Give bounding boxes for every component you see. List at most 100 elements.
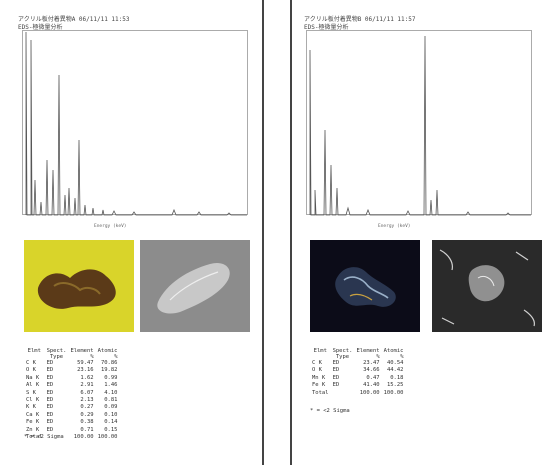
table-row: Al K ED 2.91 1.46 bbox=[24, 382, 120, 389]
cell: ED bbox=[332, 360, 340, 366]
table-row: O K ED 34.66 44.42 bbox=[310, 367, 406, 374]
cell: C K bbox=[26, 360, 36, 366]
cell: 0.29 bbox=[80, 411, 94, 418]
element-table: Elmt Spect. Type Element% Atomic% C K ED 23… bbox=[310, 348, 406, 397]
cell: 44.42 bbox=[386, 367, 404, 374]
footnote: * = <2 Sigma bbox=[24, 434, 64, 440]
table-row: Zn K ED 0.71 0.15 bbox=[24, 427, 120, 434]
cell: ED bbox=[46, 411, 54, 418]
cell: ED bbox=[332, 367, 340, 374]
cell: 0.14 bbox=[104, 419, 118, 426]
cell: ED bbox=[46, 367, 54, 374]
col-header-type: Spect. Type bbox=[332, 348, 353, 360]
cell: ED bbox=[46, 382, 54, 389]
photo-optical bbox=[24, 240, 134, 332]
col-header-elmt: Elmt bbox=[27, 348, 41, 354]
cell: 100.00 bbox=[97, 434, 118, 441]
cell: ED bbox=[46, 419, 54, 426]
cell: Fe K bbox=[26, 419, 40, 426]
report-left: アクリル板付着異物A 06/11/11 11:53 EDS-極微量分析 Ener… bbox=[0, 0, 264, 465]
cell: S K bbox=[26, 389, 36, 396]
table-row: C K ED 59.47 70.86 bbox=[24, 360, 120, 367]
cell: 1.62 bbox=[80, 374, 94, 381]
axis-label: Energy (keV) bbox=[378, 223, 411, 229]
cell: 1.46 bbox=[104, 382, 118, 389]
cell: 41.40 bbox=[363, 382, 380, 389]
cell: O K bbox=[312, 367, 322, 374]
photo-sem bbox=[140, 240, 250, 332]
cell: 100.00 bbox=[383, 389, 404, 396]
cell: 2.91 bbox=[80, 382, 94, 389]
table-row: Fe K ED 0.38 0.14 bbox=[24, 419, 120, 426]
cell: Zn K bbox=[26, 426, 40, 433]
col-header-element: Element% bbox=[356, 348, 380, 360]
cell: 0.38 bbox=[80, 419, 94, 426]
cell: ED bbox=[46, 374, 54, 381]
cell: ED bbox=[332, 374, 340, 381]
cell: Al K bbox=[26, 382, 40, 389]
table-row: O K ED 23.16 19.82 bbox=[24, 367, 120, 374]
col-header-element: Element% bbox=[70, 348, 94, 360]
cell: 0.81 bbox=[104, 397, 118, 404]
cell: 0.71 bbox=[80, 426, 94, 433]
cell: ED bbox=[46, 426, 54, 433]
cell: 0.09 bbox=[104, 404, 118, 411]
cell: ED bbox=[332, 382, 340, 389]
cell: 59.47 bbox=[77, 360, 94, 366]
cell: ED bbox=[46, 360, 54, 366]
cell: 15.25 bbox=[386, 382, 404, 389]
cell: 0.10 bbox=[104, 411, 118, 418]
table-row: Mn K ED 0.47 0.18 bbox=[310, 375, 406, 382]
table-row: C K ED 23.47 40.54 bbox=[310, 360, 406, 367]
cell: 0.15 bbox=[104, 426, 118, 433]
photo-sem-image bbox=[432, 240, 542, 332]
cell: 4.10 bbox=[104, 389, 118, 396]
table-row: Ca K ED 0.29 0.10 bbox=[24, 412, 120, 419]
cell: Ca K bbox=[26, 411, 40, 418]
cell: 23.16 bbox=[77, 367, 94, 374]
eds-spectrum-plot: Energy (keV) bbox=[306, 30, 532, 229]
photo-optical-image bbox=[24, 240, 134, 332]
cell: Mn K bbox=[312, 374, 326, 381]
report-header: アクリル板付着異物B 06/11/11 11:57 EDS-極微量分析 bbox=[304, 16, 416, 32]
axis-label: Energy (keV) bbox=[94, 223, 127, 229]
cell: Cl K bbox=[26, 397, 40, 404]
cell: 0.27 bbox=[80, 404, 94, 411]
cell: Fe K bbox=[312, 382, 326, 389]
eds-spectrum: Energy (keV) bbox=[306, 30, 532, 230]
col-header-atomic: Atomic% bbox=[383, 348, 404, 360]
report-right: アクリル板付着異物B 06/11/11 11:57 EDS-極微量分析 Ener… bbox=[290, 0, 544, 465]
cell: Total bbox=[312, 389, 329, 396]
cell: Na K bbox=[26, 374, 40, 381]
photo-optical-image bbox=[310, 240, 420, 332]
cell: K K bbox=[26, 404, 36, 411]
cell: 100.00 bbox=[359, 389, 380, 396]
photo-sem-image bbox=[140, 240, 250, 332]
cell: ED bbox=[46, 389, 54, 396]
footnote: * = <2 Sigma bbox=[310, 408, 350, 414]
cell: 40.54 bbox=[386, 360, 404, 366]
photo-sem bbox=[432, 240, 542, 332]
report-title: アクリル板付着異物A 06/11/11 11:53 bbox=[18, 16, 130, 23]
cell: 2.13 bbox=[80, 397, 94, 404]
cell: 19.82 bbox=[100, 367, 118, 374]
cell: C K bbox=[312, 360, 322, 366]
report-subtitle: EDS-極微量分析 bbox=[304, 24, 349, 31]
cell: 23.47 bbox=[363, 360, 380, 366]
table-row: K K ED 0.27 0.09 bbox=[24, 404, 120, 411]
cell: ED bbox=[46, 404, 54, 411]
report-title: アクリル板付着異物B 06/11/11 11:57 bbox=[304, 16, 416, 23]
col-header-type: Spect. Type bbox=[46, 348, 67, 360]
table-row: Na K ED 1.62 0.99 bbox=[24, 375, 120, 382]
photo-optical bbox=[310, 240, 420, 332]
cell: Total bbox=[26, 434, 43, 441]
report-subtitle: EDS-極微量分析 bbox=[18, 24, 63, 31]
cell: O K bbox=[26, 367, 36, 374]
eds-spectrum-plot: Energy (keV) bbox=[22, 30, 248, 229]
cell: 70.86 bbox=[100, 360, 118, 366]
table-row: S K ED 6.07 4.10 bbox=[24, 390, 120, 397]
cell: 34.66 bbox=[363, 367, 380, 374]
table-row: Cl K ED 2.13 0.81 bbox=[24, 397, 120, 404]
cell: 0.47 bbox=[366, 374, 380, 381]
report-header: アクリル板付着異物A 06/11/11 11:53 EDS-極微量分析 bbox=[18, 16, 130, 32]
